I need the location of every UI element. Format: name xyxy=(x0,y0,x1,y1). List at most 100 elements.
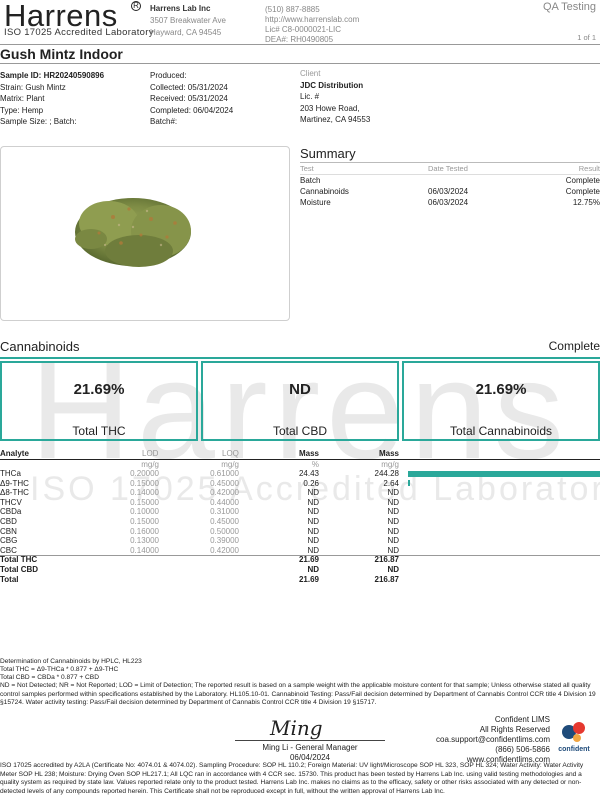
total-cbd-label: Total CBD xyxy=(272,424,328,438)
analyte-name: THCa xyxy=(0,469,21,478)
lab-contact-block: (510) 887-8885 http://www.harrenslab.com… xyxy=(265,5,359,45)
summary-row-date: 06/03/2024 xyxy=(428,198,469,207)
analyte-lod: 0.16000 xyxy=(130,526,159,536)
total-thc-value: 21.69% xyxy=(73,381,125,398)
summary-row-test: Cannabinoids xyxy=(300,187,349,196)
analyte-mass-pct: ND xyxy=(307,488,319,498)
lims-website[interactable]: www.confidentlims.com xyxy=(466,755,550,764)
date-completed: Completed: 06/04/2024 xyxy=(150,105,234,115)
analyte-lod: 0.13000 xyxy=(130,536,159,546)
sample-id: Sample ID: HR20240590896 xyxy=(0,71,105,80)
analyte-loq: 0.45000 xyxy=(210,517,239,526)
summary-row-result: Complete xyxy=(565,187,600,196)
analyte-loq: 0.31000 xyxy=(210,507,239,517)
analyte-name: CBN xyxy=(0,526,17,536)
summary-row-test: Moisture xyxy=(300,198,331,207)
table-head-rule xyxy=(0,459,600,460)
client-address-line2: Martinez, CA 94553 xyxy=(300,115,371,124)
analyte-loq: 0.50000 xyxy=(210,526,239,536)
page-number: 1 of 1 xyxy=(577,33,596,42)
date-collected: Collected: 05/31/2024 xyxy=(150,82,228,92)
signer-name: Ming Li - General Manager xyxy=(262,743,358,752)
cannabis-bud-image xyxy=(75,198,191,267)
date-produced: Produced: xyxy=(150,71,187,80)
sample-dates: Produced: Collected: 05/31/2024 Received… xyxy=(150,70,233,128)
disclaimer-text: ND = Not Detected; NR = Not Reported; LO… xyxy=(0,682,596,707)
signed-date: 06/04/2024 xyxy=(289,753,331,762)
total-cannabinoids-box: 21.69% Total Cannabinoids xyxy=(402,361,600,441)
unit-lod: mg/g xyxy=(141,460,159,469)
analyte-loq: 0.42000 xyxy=(210,488,239,498)
total-thc-label: Total THC xyxy=(72,424,126,438)
analyte-mass-pct: ND xyxy=(307,545,319,555)
analyte-mass-pct: ND xyxy=(307,507,319,517)
lab-address-line1: 3507 Breakwater Ave xyxy=(150,16,226,25)
analyte-loq: 0.42000 xyxy=(210,545,239,555)
analyte-lod: 0.15000 xyxy=(130,497,159,507)
client-name: JDC Distribution xyxy=(300,80,364,90)
col-mass-mg: Mass xyxy=(378,449,399,458)
lab-phone: (510) 887-8885 xyxy=(265,5,320,14)
cannabinoids-status: Complete xyxy=(548,339,600,353)
method-note: Determination of Cannabinoids by HPLC, H… xyxy=(0,658,142,665)
summary-head-rule xyxy=(300,174,600,175)
total-cannabinoids-label: Total Cannabinoids xyxy=(449,424,553,438)
confident-logo-word: confident xyxy=(558,746,590,753)
client-label: Client xyxy=(300,69,321,78)
sample-info: Sample ID: HR20240590896 Strain: Gush Mi… xyxy=(0,70,104,128)
date-received: Received: 05/31/2024 xyxy=(150,94,228,103)
lims-email[interactable]: coa.support@confidentlims.com xyxy=(436,735,550,744)
summary-row-test: Batch xyxy=(300,176,321,185)
accreditation-text: ISO 17025 accredited by A2LA (Certificat… xyxy=(0,762,584,795)
batch-number: Batch#: xyxy=(150,117,178,126)
unit-mass-mg: mg/g xyxy=(381,460,399,469)
sample-matrix: Matrix: Plant xyxy=(0,94,45,103)
signer-block: Ming Li - General Manager 06/04/2024 xyxy=(235,743,385,763)
col-analyte: Analyte xyxy=(0,449,29,458)
analyte-name: Δ8-THC xyxy=(0,488,29,498)
client-license: Lic. # xyxy=(300,92,320,101)
summary-col-result: Result xyxy=(578,164,600,173)
analyte-mass-pct: ND xyxy=(307,526,319,536)
totals-rule xyxy=(0,554,600,556)
total-row-mass-pct: 21.69 xyxy=(298,574,319,584)
registered-mark: R xyxy=(131,1,141,11)
lab-website[interactable]: http://www.harrenslab.com xyxy=(265,15,360,24)
analyte-mass-pct: ND xyxy=(307,497,319,507)
total-row-mass-pct: ND xyxy=(307,565,319,574)
document-type: QA Testing xyxy=(543,1,596,13)
analyte-mass-mg: 244.28 xyxy=(374,469,399,478)
summary-row-date: 06/03/2024 xyxy=(428,187,469,196)
total-cbd-box: ND Total CBD xyxy=(201,361,399,441)
analyte-lod: 0.14000 xyxy=(130,488,159,498)
analyte-mass-mg: ND xyxy=(387,526,399,536)
iso-tagline: ISO 17025 Accredited Laboratory xyxy=(4,27,154,38)
header-divider xyxy=(0,44,600,45)
lab-license: Lic# C8-0000021-LIC xyxy=(265,25,342,34)
analyte-loq: 0.45000 xyxy=(210,478,239,488)
analyte-mass-pct: 0.26 xyxy=(303,478,319,488)
total-row-mass-mg: 216.87 xyxy=(374,574,399,584)
analyte-name: Δ9-THC xyxy=(0,478,29,488)
analyte-name: CBDa xyxy=(0,507,22,517)
analyte-mass-pct: ND xyxy=(307,517,319,526)
analyte-name: THCV xyxy=(0,497,22,507)
analyte-loq: 0.39000 xyxy=(210,536,239,546)
total-row-mass-mg: ND xyxy=(387,565,399,574)
signature-line xyxy=(235,740,385,741)
total-cbd-value: ND xyxy=(289,381,311,398)
lab-name: Harrens Lab Inc xyxy=(150,4,211,13)
analyte-lod: 0.15000 xyxy=(130,478,159,488)
summary-divider xyxy=(300,162,600,163)
analyte-mass-pct: 24.43 xyxy=(298,469,319,478)
harrens-logo: Harrens xyxy=(4,0,118,33)
total-row-name: Total CBD xyxy=(0,565,39,574)
total-thc-box: 21.69% Total THC xyxy=(0,361,198,441)
analyte-loq: 0.44000 xyxy=(210,497,239,507)
summary-title: Summary xyxy=(300,146,356,161)
total-cannabinoids-value: 21.69% xyxy=(475,381,527,398)
signature-image: Ming xyxy=(270,716,323,740)
col-mass-pct: Mass xyxy=(298,449,319,458)
summary-col-test: Test xyxy=(300,164,314,173)
analyte-mass-mg: ND xyxy=(387,488,399,498)
